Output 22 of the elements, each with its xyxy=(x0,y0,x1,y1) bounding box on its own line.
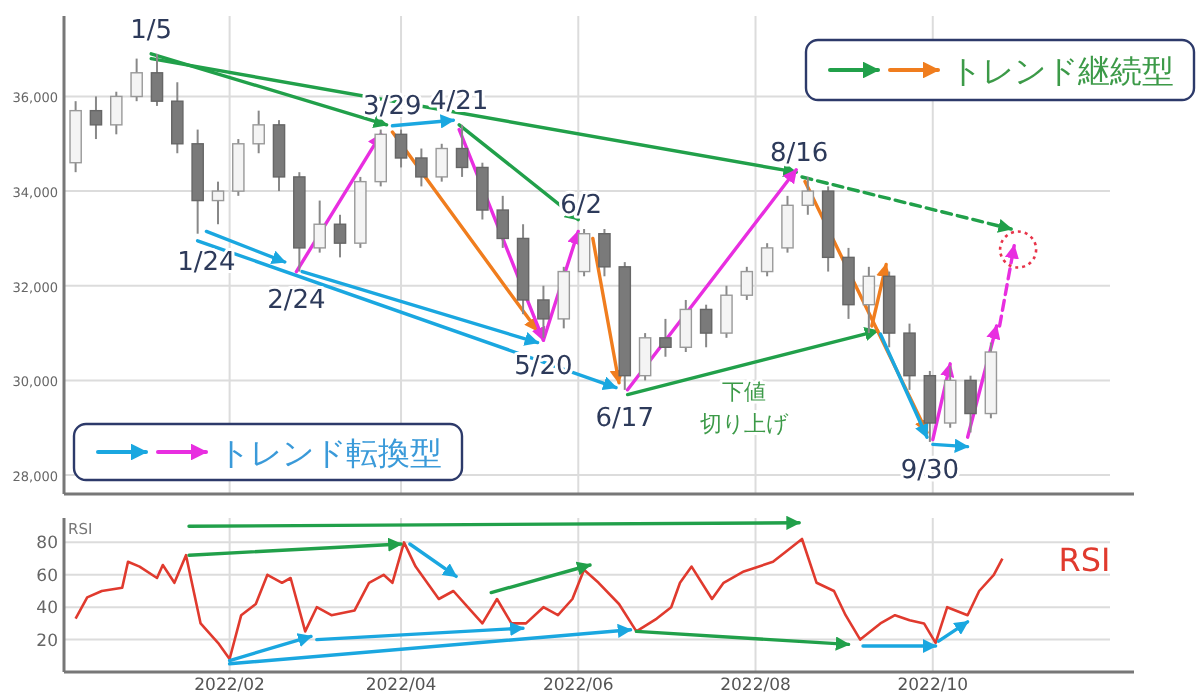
annotation: 2/24 xyxy=(267,285,326,316)
annotation: 6/2 xyxy=(560,190,603,221)
x-tick-label: 2022/06 xyxy=(542,676,614,694)
annotation: 9/30 xyxy=(900,455,960,486)
annotation: 4/21 xyxy=(429,86,489,117)
x-tick-label: 2022/04 xyxy=(365,676,437,694)
x-tick-label: 2022/08 xyxy=(720,676,791,694)
annotation: 1/5 xyxy=(130,15,173,46)
y-tick-label: 60 xyxy=(36,566,58,587)
y-tick-label: 20 xyxy=(36,631,58,652)
annotation: トレンド継続型 xyxy=(950,52,1174,90)
annotation: トレンド転換型 xyxy=(218,434,442,472)
y-tick-label: 40 xyxy=(36,599,58,620)
x-tick-label: 2022/02 xyxy=(194,676,265,694)
annotation: 8/16 xyxy=(769,138,829,169)
series-label: RSI xyxy=(1058,540,1111,579)
x-tick-label: 2022/10 xyxy=(897,676,969,694)
annotation: 1/24 xyxy=(177,247,236,278)
y-tick-label: 80 xyxy=(36,534,58,555)
annotation: 切り上げ xyxy=(699,410,790,437)
annotation: 6/17 xyxy=(595,403,654,434)
annotation: 下値 xyxy=(721,378,766,405)
